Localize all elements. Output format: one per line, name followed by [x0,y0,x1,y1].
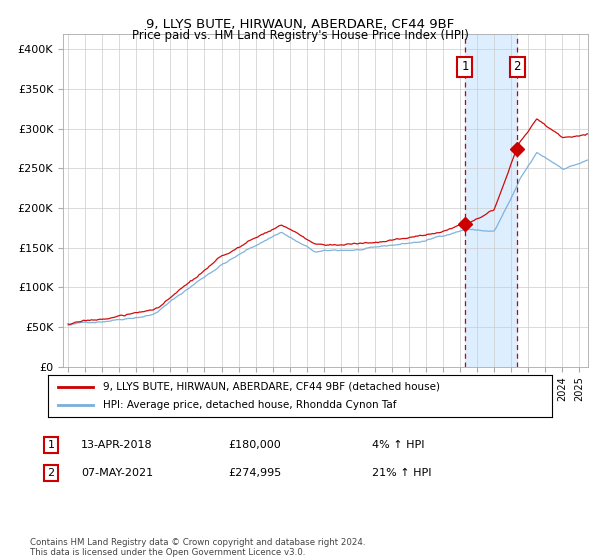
Text: Contains HM Land Registry data © Crown copyright and database right 2024.
This d: Contains HM Land Registry data © Crown c… [30,538,365,557]
Text: HPI: Average price, detached house, Rhondda Cynon Taf: HPI: Average price, detached house, Rhon… [103,400,397,410]
Text: Price paid vs. HM Land Registry's House Price Index (HPI): Price paid vs. HM Land Registry's House … [131,29,469,42]
Text: 2: 2 [47,468,55,478]
Text: 4% ↑ HPI: 4% ↑ HPI [372,440,425,450]
Text: 21% ↑ HPI: 21% ↑ HPI [372,468,431,478]
Text: 9, LLYS BUTE, HIRWAUN, ABERDARE, CF44 9BF: 9, LLYS BUTE, HIRWAUN, ABERDARE, CF44 9B… [146,18,454,31]
Text: 1: 1 [47,440,55,450]
Text: 9, LLYS BUTE, HIRWAUN, ABERDARE, CF44 9BF (detached house): 9, LLYS BUTE, HIRWAUN, ABERDARE, CF44 9B… [103,382,440,392]
Text: 13-APR-2018: 13-APR-2018 [81,440,152,450]
Text: 2: 2 [514,60,521,73]
Text: £274,995: £274,995 [228,468,281,478]
Text: £180,000: £180,000 [228,440,281,450]
Bar [465,34,517,367]
Text: 07-MAY-2021: 07-MAY-2021 [81,468,153,478]
Text: 1: 1 [461,60,469,73]
